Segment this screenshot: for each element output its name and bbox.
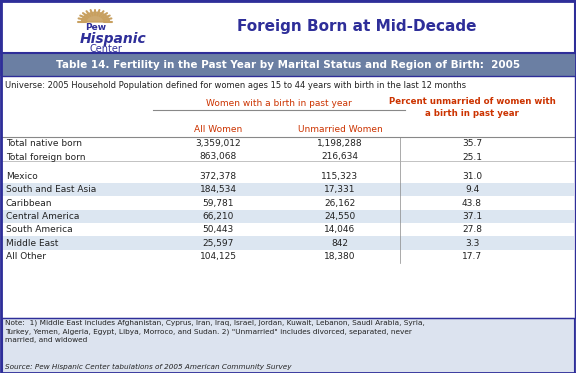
Text: Source: Pew Hispanic Center tabulations of 2005 American Community Survey: Source: Pew Hispanic Center tabulations … <box>5 364 291 370</box>
Text: 25,597: 25,597 <box>202 238 234 248</box>
Text: 842: 842 <box>332 238 348 248</box>
Text: 59,781: 59,781 <box>202 198 234 207</box>
Text: 184,534: 184,534 <box>199 185 237 194</box>
Text: South and East Asia: South and East Asia <box>6 185 96 194</box>
Text: 372,378: 372,378 <box>199 172 237 181</box>
Bar <box>2 210 574 223</box>
Bar <box>0 76 576 318</box>
Bar <box>0 53 576 76</box>
Text: 31.0: 31.0 <box>462 172 482 181</box>
Text: Total foreign born: Total foreign born <box>6 153 85 162</box>
Bar <box>2 196 574 210</box>
Text: 9.4: 9.4 <box>465 185 479 194</box>
Text: 35.7: 35.7 <box>462 139 482 148</box>
Bar <box>0 0 576 53</box>
Text: South America: South America <box>6 225 73 234</box>
Text: 26,162: 26,162 <box>324 198 355 207</box>
Bar <box>2 236 574 250</box>
Bar <box>2 318 574 373</box>
Text: Hispanic: Hispanic <box>80 31 147 46</box>
Text: Center: Center <box>89 44 122 53</box>
Text: 66,210: 66,210 <box>202 212 234 221</box>
Text: All Other: All Other <box>6 252 46 261</box>
Text: 14,046: 14,046 <box>324 225 355 234</box>
Bar <box>2 150 574 164</box>
Text: 18,380: 18,380 <box>324 252 356 261</box>
Text: 27.8: 27.8 <box>462 225 482 234</box>
Text: Women with a birth in past year: Women with a birth in past year <box>206 99 352 108</box>
Text: Pew: Pew <box>85 22 106 31</box>
Bar <box>1 76 575 318</box>
Text: Caribbean: Caribbean <box>6 198 52 207</box>
Bar <box>2 250 574 263</box>
Text: Foreign Born at Mid-Decade: Foreign Born at Mid-Decade <box>237 19 477 34</box>
Text: 104,125: 104,125 <box>199 252 237 261</box>
Text: 43.8: 43.8 <box>462 198 482 207</box>
Text: 37.1: 37.1 <box>462 212 482 221</box>
Text: Table 14. Fertility in the Past Year by Marital Status and Region of Birth:  200: Table 14. Fertility in the Past Year by … <box>56 60 520 69</box>
Bar <box>2 137 574 150</box>
Text: Mexico: Mexico <box>6 172 38 181</box>
Text: 216,634: 216,634 <box>321 153 358 162</box>
Text: 50,443: 50,443 <box>202 225 234 234</box>
Text: Middle East: Middle East <box>6 238 58 248</box>
Text: 24,550: 24,550 <box>324 212 355 221</box>
Text: 25.1: 25.1 <box>462 153 482 162</box>
Text: 863,068: 863,068 <box>199 153 237 162</box>
Text: Unmarried Women: Unmarried Women <box>298 125 382 135</box>
Text: Percent unmarried of women with
a birth in past year: Percent unmarried of women with a birth … <box>389 97 555 118</box>
Text: 17.7: 17.7 <box>462 252 482 261</box>
Bar <box>2 183 574 196</box>
Text: 3.3: 3.3 <box>465 238 479 248</box>
Text: 115,323: 115,323 <box>321 172 359 181</box>
Text: Universe: 2005 Household Population defined for women ages 15 to 44 years with b: Universe: 2005 Household Population defi… <box>5 81 466 90</box>
Text: All Women: All Women <box>194 125 242 135</box>
Text: 3,359,012: 3,359,012 <box>195 139 241 148</box>
Text: Total native born: Total native born <box>6 139 82 148</box>
Bar <box>2 223 574 236</box>
Text: 1,198,288: 1,198,288 <box>317 139 363 148</box>
Text: Note:  1) Middle East includes Afghanistan, Cyprus, Iran, Iraq, Israel, Jordan, : Note: 1) Middle East includes Afghanista… <box>5 320 425 343</box>
Text: 17,331: 17,331 <box>324 185 356 194</box>
Text: Central America: Central America <box>6 212 79 221</box>
Bar <box>2 170 574 183</box>
